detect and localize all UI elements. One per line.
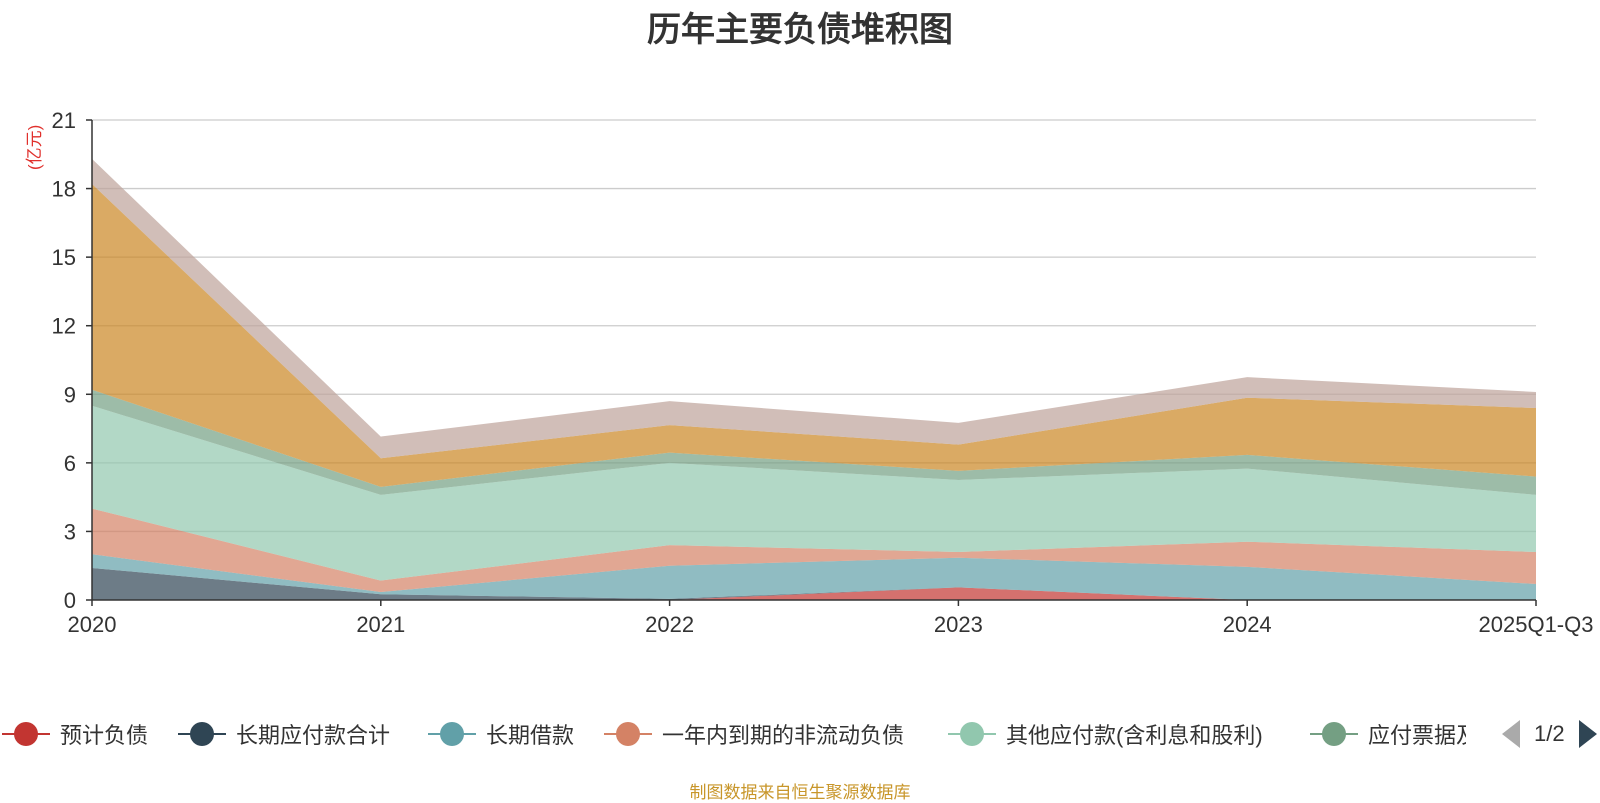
- y-tick-label: 0: [64, 588, 76, 613]
- x-tick-label: 2021: [356, 612, 405, 637]
- chart-plot: 0 3 6 9 12 15 18 21 2020 2021 2022 2023 2024 2025Q1-Q…: [52, 108, 1594, 637]
- legend-swatch: [428, 721, 476, 747]
- area-series-应付票据及应付账款[interactable]: [92, 389, 1536, 495]
- y-tick-label: 12: [52, 314, 76, 339]
- area-series-长期应付款合计[interactable]: [92, 568, 1536, 600]
- legend-label: 一年内到期的非流动负债: [662, 723, 905, 748]
- x-tick-label: 2022: [645, 612, 694, 637]
- legend: 预计负债 长期应付款合计 长期借款 一年内到期的非流动负债 其他应付款(含利息和股利) 应…: [0, 714, 1600, 754]
- legend-swatch: [1310, 721, 1358, 747]
- area-series: [92, 158, 1536, 600]
- legend-swatch: [604, 721, 652, 747]
- area-series-其他应付款(含利息和股利)[interactable]: [92, 405, 1536, 581]
- legend-swatch: [178, 721, 226, 747]
- x-tick-label: 2024: [1223, 612, 1272, 637]
- area-series-短期借款[interactable]: [92, 184, 1536, 487]
- chart-title: 历年主要负债堆积图: [647, 11, 953, 49]
- next-page-icon[interactable]: [1577, 718, 1599, 750]
- legend-label: 预计负债: [60, 723, 149, 748]
- legend-item[interactable]: 长期借款: [428, 714, 574, 754]
- y-axis-unit-label: (亿元): [25, 124, 44, 170]
- y-tick-label: 6: [64, 451, 76, 476]
- y-tick-label: 15: [52, 245, 76, 270]
- y-tick-label: 18: [52, 177, 76, 202]
- y-tick-label: 21: [52, 108, 76, 133]
- legend-label: 长期应付款合计: [236, 723, 391, 748]
- legend-label: 其他应付款(含利息和股利): [1006, 723, 1263, 748]
- y-tick-label: 3: [64, 519, 76, 544]
- x-tick-label: 2020: [68, 612, 117, 637]
- area-series-一年内到期的非流动负债[interactable]: [92, 508, 1536, 592]
- axes: 0 3 6 9 12 15 18 21 2020 2021 2022 2023 2024 2025Q1-Q…: [52, 108, 1594, 637]
- source-note: 制图数据来自恒生聚源数据库: [689, 783, 911, 802]
- legend-item[interactable]: 其他应付款(含利息和股利): [948, 714, 1263, 754]
- legend-label: 长期借款: [486, 723, 575, 748]
- legend-item[interactable]: 长期应付款合计: [178, 714, 390, 754]
- legend-items: 预计负债 长期应付款合计 长期借款 一年内到期的非流动负债 其他应付款(含利息和股利) 应…: [0, 714, 1466, 754]
- legend-swatch: [2, 721, 50, 747]
- y-tick-label: 9: [64, 382, 76, 407]
- area-series-长期借款[interactable]: [92, 554, 1536, 600]
- prev-page-icon[interactable]: [1500, 718, 1522, 750]
- legend-item[interactable]: 一年内到期的非流动负债: [604, 714, 904, 754]
- x-tick-label: 2023: [934, 612, 983, 637]
- legend-page-indicator: 1/2: [1534, 721, 1565, 746]
- legend-item[interactable]: 预计负债: [2, 714, 148, 754]
- x-tick-label: 2025Q1-Q3: [1479, 612, 1594, 637]
- legend-label: 应付票据及应付账款: [1368, 723, 1466, 748]
- legend-swatch: [948, 721, 996, 747]
- legend-item[interactable]: 应付票据及应付账款: [1310, 714, 1466, 754]
- legend-pager: 1/2: [1500, 714, 1599, 754]
